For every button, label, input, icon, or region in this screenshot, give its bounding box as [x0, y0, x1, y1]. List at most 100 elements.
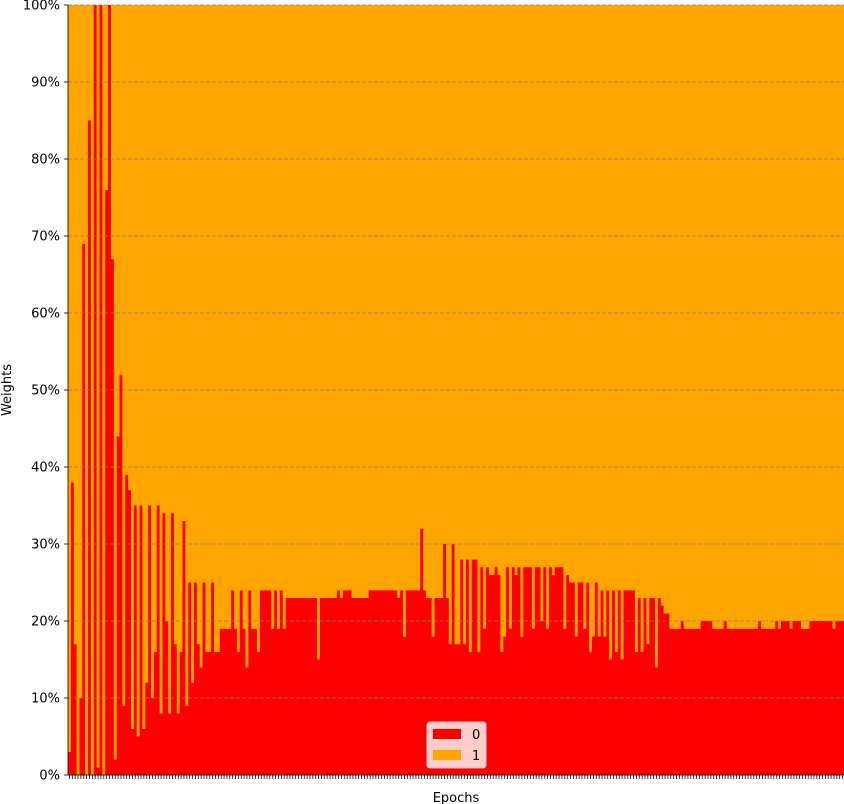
bar-series-1: [826, 5, 831, 621]
bar-series-1: [139, 5, 143, 506]
bar-series-1: [563, 5, 567, 629]
bar-series-0: [614, 651, 619, 775]
bar-series-1: [305, 5, 309, 598]
bar-series-0: [675, 628, 679, 775]
bar-series-0: [299, 597, 304, 775]
bar-series-1: [211, 5, 215, 583]
bar-series-1: [669, 5, 673, 629]
bar-series-1: [382, 5, 387, 591]
bar-series-1: [726, 5, 730, 629]
bar-series-1: [417, 5, 421, 591]
bar-series-0: [809, 621, 813, 775]
bar-series-1: [657, 5, 662, 598]
bar-series-1: [663, 5, 667, 614]
bar-series-1: [477, 5, 481, 652]
bar-series-0: [271, 628, 275, 775]
bar-series-0: [319, 597, 324, 775]
bar-series-1: [571, 5, 576, 583]
bar-series-0: [234, 628, 238, 775]
bar-series-0: [626, 590, 630, 775]
bar-series-1: [683, 5, 687, 629]
bar-series-0: [491, 574, 496, 775]
bar-series-0: [697, 628, 702, 775]
bar-series-0: [480, 567, 484, 775]
bar-series-0: [448, 644, 453, 775]
bar-series-1: [614, 5, 619, 652]
bar-series-1: [697, 5, 702, 629]
bar-series-0: [494, 567, 498, 775]
bar-series-1: [763, 5, 768, 629]
bar-series-0: [205, 651, 209, 775]
bar-series-1: [262, 5, 266, 591]
bar-series-1: [574, 5, 579, 637]
bar-series-1: [176, 5, 181, 714]
bar-series-1: [760, 5, 765, 629]
bar-series-0: [560, 567, 564, 775]
bar-series-0: [597, 636, 601, 775]
bar-series-0: [391, 590, 395, 775]
bar-series-0: [105, 189, 109, 776]
bar-series-1: [448, 5, 453, 645]
bar-series-1: [199, 5, 203, 668]
bar-series-1: [371, 5, 375, 591]
bar-series-1: [549, 5, 553, 568]
bar-series-1: [131, 5, 135, 729]
bar-series-1: [643, 5, 647, 598]
bar-series-1: [586, 5, 590, 583]
bar-series-0: [159, 713, 163, 775]
bar-series-1: [128, 5, 132, 491]
bar-series-0: [523, 567, 527, 775]
bar-series-0: [468, 651, 473, 775]
bar-series-1: [70, 5, 75, 483]
bar-series-1: [609, 5, 613, 660]
bar-series-1: [162, 5, 166, 514]
bar-series-1: [738, 5, 742, 629]
bar-series-1: [113, 5, 118, 760]
legend-swatch-1: [433, 750, 461, 760]
bar-series-1: [660, 5, 664, 606]
bar-series-0: [82, 243, 86, 775]
bar-series-1: [508, 5, 513, 629]
bar-series-1: [236, 5, 241, 652]
bar-series-0: [603, 636, 607, 775]
bar-series-1: [245, 5, 249, 668]
bar-series-0: [405, 590, 410, 775]
bar-series-1: [554, 5, 559, 568]
bar-series-1: [577, 5, 581, 583]
y-tick-label: 90%: [31, 76, 60, 91]
bar-series-1: [408, 5, 413, 591]
bar-series-1: [666, 5, 670, 614]
bar-series-1: [277, 5, 281, 629]
bar-series-1: [294, 5, 298, 598]
bar-series-1: [182, 5, 186, 521]
bar-series-1: [715, 5, 719, 629]
bar-series-0: [600, 590, 604, 775]
bar-series-0: [686, 628, 690, 775]
bar-series-0: [752, 628, 756, 775]
bar-series-0: [760, 628, 765, 775]
bar-series-0: [657, 597, 662, 775]
bar-series-1: [809, 5, 813, 621]
y-tick-label: 80%: [31, 153, 60, 168]
bar-series-0: [445, 597, 450, 775]
bar-series-1: [405, 5, 410, 591]
bar-series-0: [248, 590, 252, 775]
bar-series-0: [357, 597, 361, 775]
bar-series-0: [735, 628, 739, 775]
bar-series-1: [365, 5, 370, 598]
bar-series-0: [228, 628, 232, 775]
bar-series-0: [534, 567, 539, 775]
bar-series-0: [188, 582, 192, 775]
bar-series-0: [806, 628, 811, 775]
bar-series-1: [600, 5, 604, 591]
y-tick-label: 30%: [31, 538, 60, 553]
bar-series-0: [640, 651, 644, 775]
bar-series-0: [162, 513, 166, 775]
bar-series-0: [589, 651, 593, 775]
bar-series-0: [414, 590, 418, 775]
bar-series-1: [156, 5, 161, 506]
y-tick-label: 100%: [23, 0, 60, 14]
bar-series-0: [345, 590, 350, 775]
bar-series-0: [732, 628, 736, 775]
bar-series-0: [302, 597, 307, 775]
